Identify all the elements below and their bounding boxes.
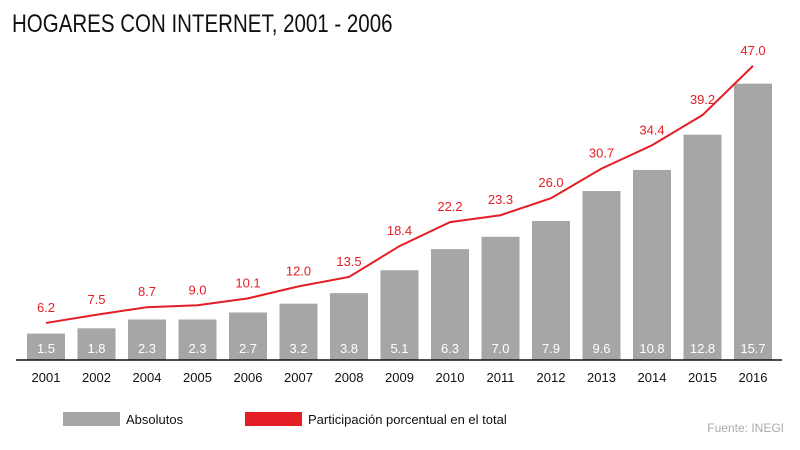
- line-label: 47.0: [740, 43, 765, 58]
- line-label: 30.7: [589, 146, 614, 161]
- x-tick-label: 2005: [183, 370, 212, 385]
- bar-label: 2.3: [188, 341, 206, 356]
- line-series: [45, 65, 754, 324]
- bar-label: 15.7: [740, 341, 765, 356]
- bar: [178, 319, 217, 360]
- x-tick-label: 2001: [32, 370, 61, 385]
- x-tick-label: 2011: [487, 370, 515, 385]
- legend-label-bars: Absolutos: [126, 412, 184, 427]
- line-label: 22.2: [437, 199, 462, 214]
- line-label: 6.2: [37, 300, 55, 315]
- bar: [77, 328, 116, 360]
- bar: [683, 134, 722, 360]
- line-label: 13.5: [336, 254, 361, 269]
- bar-label: 5.1: [390, 341, 408, 356]
- line-label: 23.3: [488, 192, 513, 207]
- bar-label: 6.3: [441, 341, 459, 356]
- legend-swatch-line: [245, 412, 302, 426]
- legend-label-line: Participación porcentual en el total: [308, 412, 507, 427]
- bar: [279, 303, 318, 360]
- bar-label: 2.7: [239, 341, 257, 356]
- source-note: Fuente: INEGI: [707, 421, 784, 435]
- line-label: 7.5: [87, 292, 105, 307]
- line-label: 10.1: [235, 275, 260, 290]
- x-tick-label: 2010: [436, 370, 465, 385]
- x-tick-label: 2009: [385, 370, 414, 385]
- bar: [532, 220, 570, 360]
- bar-label: 9.6: [592, 341, 610, 356]
- bar-label: 12.8: [690, 341, 715, 356]
- line-label: 26.0: [538, 175, 563, 190]
- x-tick-label: 2016: [739, 370, 768, 385]
- x-tick-label: 2004: [133, 370, 162, 385]
- bar-label: 10.8: [639, 341, 664, 356]
- line-label: 12.0: [286, 263, 311, 278]
- line-label: 34.4: [639, 122, 664, 137]
- bar-label: 2.3: [138, 341, 156, 356]
- chart-title: HOGARES CON INTERNET, 2001 - 2006: [12, 10, 393, 38]
- line-label: 39.2: [690, 92, 715, 107]
- bar: [582, 191, 621, 360]
- bar: [229, 312, 267, 360]
- bar-label: 1.8: [87, 341, 105, 356]
- x-tick-label: 2012: [537, 370, 566, 385]
- x-tick-label: 2013: [587, 370, 616, 385]
- bar: [481, 236, 520, 360]
- bar-label: 7.0: [491, 341, 509, 356]
- bar: [330, 293, 368, 360]
- legend-swatch-bars: [63, 412, 120, 426]
- bar-label: 3.8: [340, 341, 358, 356]
- bar: [734, 83, 772, 361]
- x-tick-label: 2007: [284, 370, 313, 385]
- line-label: 9.0: [188, 282, 206, 297]
- x-tick-label: 2015: [688, 370, 717, 385]
- bar-label: 1.5: [37, 341, 55, 356]
- x-tick-label: 2006: [234, 370, 263, 385]
- bar-label: 3.2: [289, 341, 307, 356]
- bar: [431, 249, 469, 360]
- bar: [380, 270, 419, 360]
- line-label: 18.4: [387, 223, 412, 238]
- x-tick-label: 2002: [82, 370, 111, 385]
- bar: [128, 319, 166, 360]
- line-label: 8.7: [138, 284, 156, 299]
- bar: [27, 333, 65, 360]
- x-tick-label: 2008: [335, 370, 364, 385]
- bar-label: 7.9: [542, 341, 560, 356]
- bar: [633, 169, 671, 360]
- x-tick-label: 2014: [638, 370, 667, 385]
